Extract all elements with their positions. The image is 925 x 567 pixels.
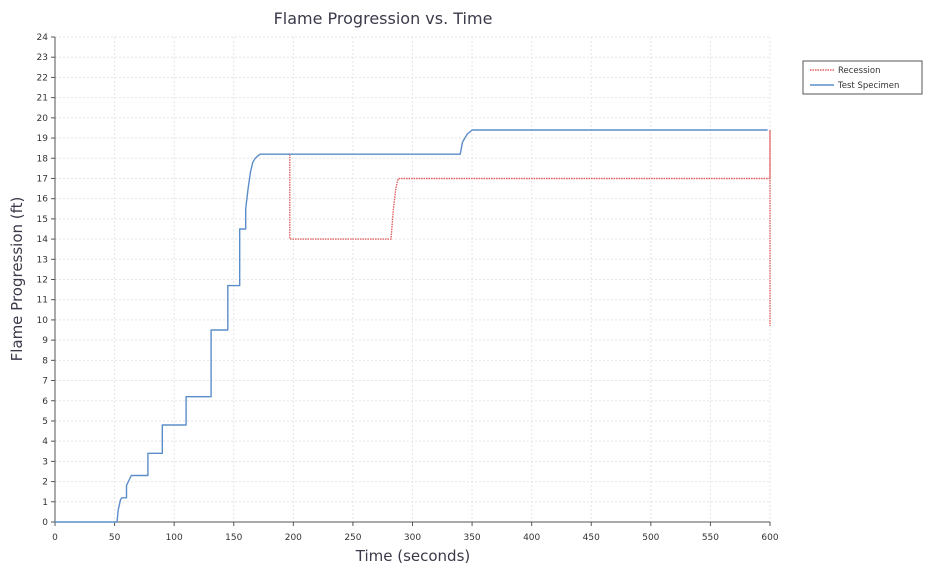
- y-tick-label: 11: [37, 296, 48, 306]
- legend-box: [802, 60, 923, 95]
- y-tick-label: 14: [37, 235, 49, 245]
- y-tick-label: 5: [42, 417, 48, 427]
- legend: Recession Test Specimen: [802, 60, 923, 95]
- y-tick-label: 17: [37, 174, 48, 184]
- y-tick-label: 7: [42, 377, 48, 387]
- x-axis-title: Time (seconds): [355, 547, 471, 565]
- y-tick-label: 2: [42, 478, 48, 488]
- y-tick-label: 20: [37, 114, 49, 124]
- series-line-recession: [287, 129, 771, 326]
- chart-title: Flame Progression vs. Time: [274, 9, 493, 28]
- y-axis-title: Flame Progression (ft): [8, 197, 26, 362]
- y-tick-label: 4: [42, 437, 48, 447]
- y-tick-label: 9: [42, 336, 48, 346]
- x-tick-label: 600: [761, 533, 778, 543]
- x-tick-label: 200: [285, 533, 302, 543]
- legend-label-test-specimen: Test Specimen: [837, 81, 899, 91]
- x-tick-label: 400: [523, 533, 540, 543]
- y-tick-label: 13: [37, 255, 48, 265]
- x-tick-label: 450: [583, 533, 600, 543]
- x-tick-label: 300: [404, 533, 421, 543]
- y-tick-label: 12: [37, 276, 48, 286]
- y-tick-label: 1: [42, 498, 48, 508]
- y-tick-label: 23: [37, 53, 48, 63]
- x-tick-label: 550: [702, 533, 719, 543]
- x-tick-label: 150: [225, 533, 242, 543]
- x-tick-label: 350: [463, 533, 480, 543]
- x-tick-label: 0: [52, 533, 58, 543]
- x-tick-label: 100: [166, 533, 183, 543]
- y-tick-label: 8: [42, 356, 48, 366]
- x-tick-label: 50: [109, 533, 121, 543]
- y-tick-label: 10: [37, 316, 49, 326]
- y-tick-label: 22: [37, 73, 48, 83]
- y-tick-label: 3: [42, 457, 48, 467]
- series-line-test-specimen: [55, 129, 768, 523]
- y-tick-label: 16: [37, 195, 49, 205]
- y-tick-label: 0: [42, 518, 48, 528]
- y-tick-label: 18: [37, 154, 49, 164]
- x-tick-label: 250: [344, 533, 361, 543]
- series-lines: [55, 129, 771, 523]
- legend-label-recession: Recession: [838, 66, 880, 76]
- y-tick-label: 6: [42, 397, 48, 407]
- y-tick-label: 24: [37, 33, 49, 43]
- x-tick-label: 500: [642, 533, 659, 543]
- y-tick-label: 19: [37, 134, 49, 144]
- y-tick-label: 21: [37, 94, 48, 104]
- y-tick-label: 15: [37, 215, 48, 225]
- x-axis-ticks: 0 50 100 150 200 250 300 350 400 450 500 550 600: [52, 522, 779, 543]
